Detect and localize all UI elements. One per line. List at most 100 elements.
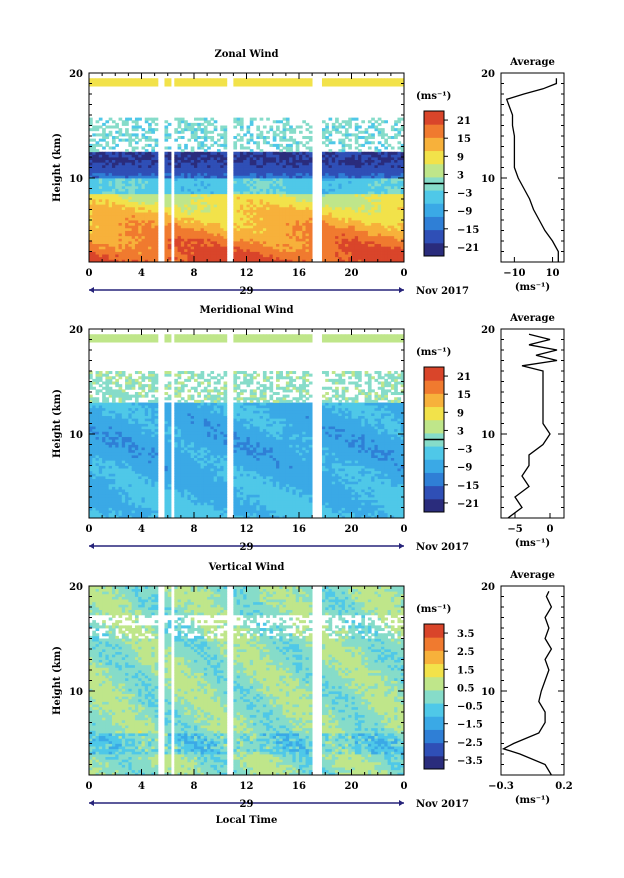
y-axis-label: Height (km) bbox=[52, 389, 63, 458]
profile-x-label: (ms⁻¹) bbox=[515, 795, 550, 806]
colorbar-tick-label: −3 bbox=[457, 189, 472, 200]
colorbar-band bbox=[424, 420, 444, 434]
colorbar-band bbox=[424, 446, 444, 460]
colorbar-tick-label: 9 bbox=[457, 152, 464, 163]
colorbar-band bbox=[424, 203, 444, 217]
x-tick-label: 20 bbox=[345, 524, 359, 535]
colorbar-tick-label: −3 bbox=[457, 445, 472, 456]
colorbar-band bbox=[424, 716, 444, 730]
profile-frame bbox=[501, 73, 564, 262]
colorbar-band bbox=[424, 230, 444, 244]
heatmap-cells bbox=[89, 586, 404, 775]
colorbar-tick-label: −2.5 bbox=[457, 738, 483, 749]
colorbar-tick-label: −3.5 bbox=[457, 756, 483, 767]
x-tick-label: 20 bbox=[345, 781, 359, 792]
date-axis-arrow-right bbox=[399, 543, 404, 549]
colorbar-tick-label: 21 bbox=[457, 372, 471, 383]
panel-title: Vertical Wind bbox=[208, 562, 285, 573]
x-tick-label: 4 bbox=[138, 268, 145, 279]
colorbar-band bbox=[424, 650, 444, 664]
colorbar-band bbox=[424, 690, 444, 704]
x-tick-label: 12 bbox=[240, 781, 254, 792]
colorbar-band bbox=[424, 664, 444, 678]
colorbar-tick-label: 21 bbox=[457, 116, 471, 127]
colorbar-tick-label: −21 bbox=[457, 243, 479, 254]
colorbar-tick-label: 2.5 bbox=[457, 647, 474, 658]
colorbar-band bbox=[424, 393, 444, 407]
heatmap-cells bbox=[89, 78, 404, 262]
colorbar-tick-label: −9 bbox=[457, 463, 472, 474]
colorbar-band bbox=[424, 756, 444, 770]
y-tick-label: 10 bbox=[69, 430, 83, 441]
profile-frame bbox=[501, 329, 564, 518]
colorbar-tick-label: 3.5 bbox=[457, 629, 474, 640]
colorbar-band bbox=[424, 729, 444, 743]
profile-title: Average bbox=[509, 313, 555, 324]
profile-line bbox=[504, 591, 552, 775]
colorbar-band bbox=[424, 472, 444, 486]
profile-y-tick-label: 20 bbox=[481, 325, 495, 336]
x-tick-label: 16 bbox=[292, 268, 306, 279]
colorbar-band bbox=[424, 677, 444, 691]
colorbar-band bbox=[424, 624, 444, 638]
profile-y-tick-label: 10 bbox=[481, 174, 495, 185]
x-tick-label: 0 bbox=[86, 781, 93, 792]
profile-y-tick-label: 10 bbox=[481, 430, 495, 441]
y-tick-label: 20 bbox=[69, 69, 83, 80]
heatmap-cells bbox=[89, 334, 404, 518]
colorbar-tick-label: 9 bbox=[457, 408, 464, 419]
colorbar-band bbox=[424, 243, 444, 257]
profile-y-tick-label: 20 bbox=[481, 69, 495, 80]
panel-title: Meridional Wind bbox=[199, 305, 293, 316]
x-tick-label: 0 bbox=[401, 781, 408, 792]
profile-title: Average bbox=[509, 570, 555, 581]
colorbar-unit: (ms⁻¹) bbox=[416, 604, 451, 615]
date-label: 29 bbox=[240, 799, 254, 810]
x-tick-label: 8 bbox=[191, 268, 198, 279]
profile-x-tick-label: −10 bbox=[503, 268, 525, 279]
colorbar-tick-label: −15 bbox=[457, 481, 479, 492]
colorbar-unit: (ms⁻¹) bbox=[416, 91, 451, 102]
colorbar-tick-label: −21 bbox=[457, 499, 479, 510]
panel-3: Vertical Wind 0 4 8 12 16 20 0 20 10 Height (km) 29… bbox=[52, 562, 573, 826]
colorbar-tick-label: −9 bbox=[457, 207, 472, 218]
y-tick-label: 10 bbox=[69, 174, 83, 185]
colorbar-tick-label: 3 bbox=[457, 170, 464, 181]
x-tick-label: 4 bbox=[138, 781, 145, 792]
profile-x-label: (ms⁻¹) bbox=[515, 538, 550, 549]
colorbar-tick-label: 1.5 bbox=[457, 665, 474, 676]
colorbar-band bbox=[424, 637, 444, 651]
y-axis-label: Height (km) bbox=[52, 646, 63, 715]
profile-line bbox=[507, 78, 559, 262]
date-label: 29 bbox=[240, 286, 254, 297]
colorbar-tick-label: −0.5 bbox=[457, 702, 483, 713]
profile-y-tick-label: 20 bbox=[481, 582, 495, 593]
profile-line bbox=[508, 334, 557, 518]
profile-x-tick-label: 0.2 bbox=[555, 781, 572, 792]
colorbar-tick-label: −1.5 bbox=[457, 720, 483, 731]
y-tick-label: 20 bbox=[69, 582, 83, 593]
colorbar-band bbox=[424, 703, 444, 717]
x-tick-label: 8 bbox=[191, 524, 198, 535]
colorbar-band bbox=[424, 137, 444, 151]
colorbar-tick-label: −15 bbox=[457, 225, 479, 236]
date-label: 29 bbox=[240, 542, 254, 553]
x-tick-label: 16 bbox=[292, 781, 306, 792]
y-axis-label: Height (km) bbox=[52, 133, 63, 202]
colorbar-band bbox=[424, 151, 444, 165]
x-tick-label: 12 bbox=[240, 268, 254, 279]
x-axis-label: Local Time bbox=[216, 815, 278, 826]
colorbar-tick-label: 15 bbox=[457, 390, 471, 401]
x-tick-label: 8 bbox=[191, 781, 198, 792]
date-axis-arrow-right bbox=[399, 800, 404, 806]
colorbar-tick-label: 3 bbox=[457, 426, 464, 437]
y-tick-label: 10 bbox=[69, 687, 83, 698]
date-axis-arrow-left bbox=[89, 800, 94, 806]
month-label: Nov 2017 bbox=[416, 542, 469, 553]
month-label: Nov 2017 bbox=[416, 799, 469, 810]
colorbar-band bbox=[424, 380, 444, 394]
